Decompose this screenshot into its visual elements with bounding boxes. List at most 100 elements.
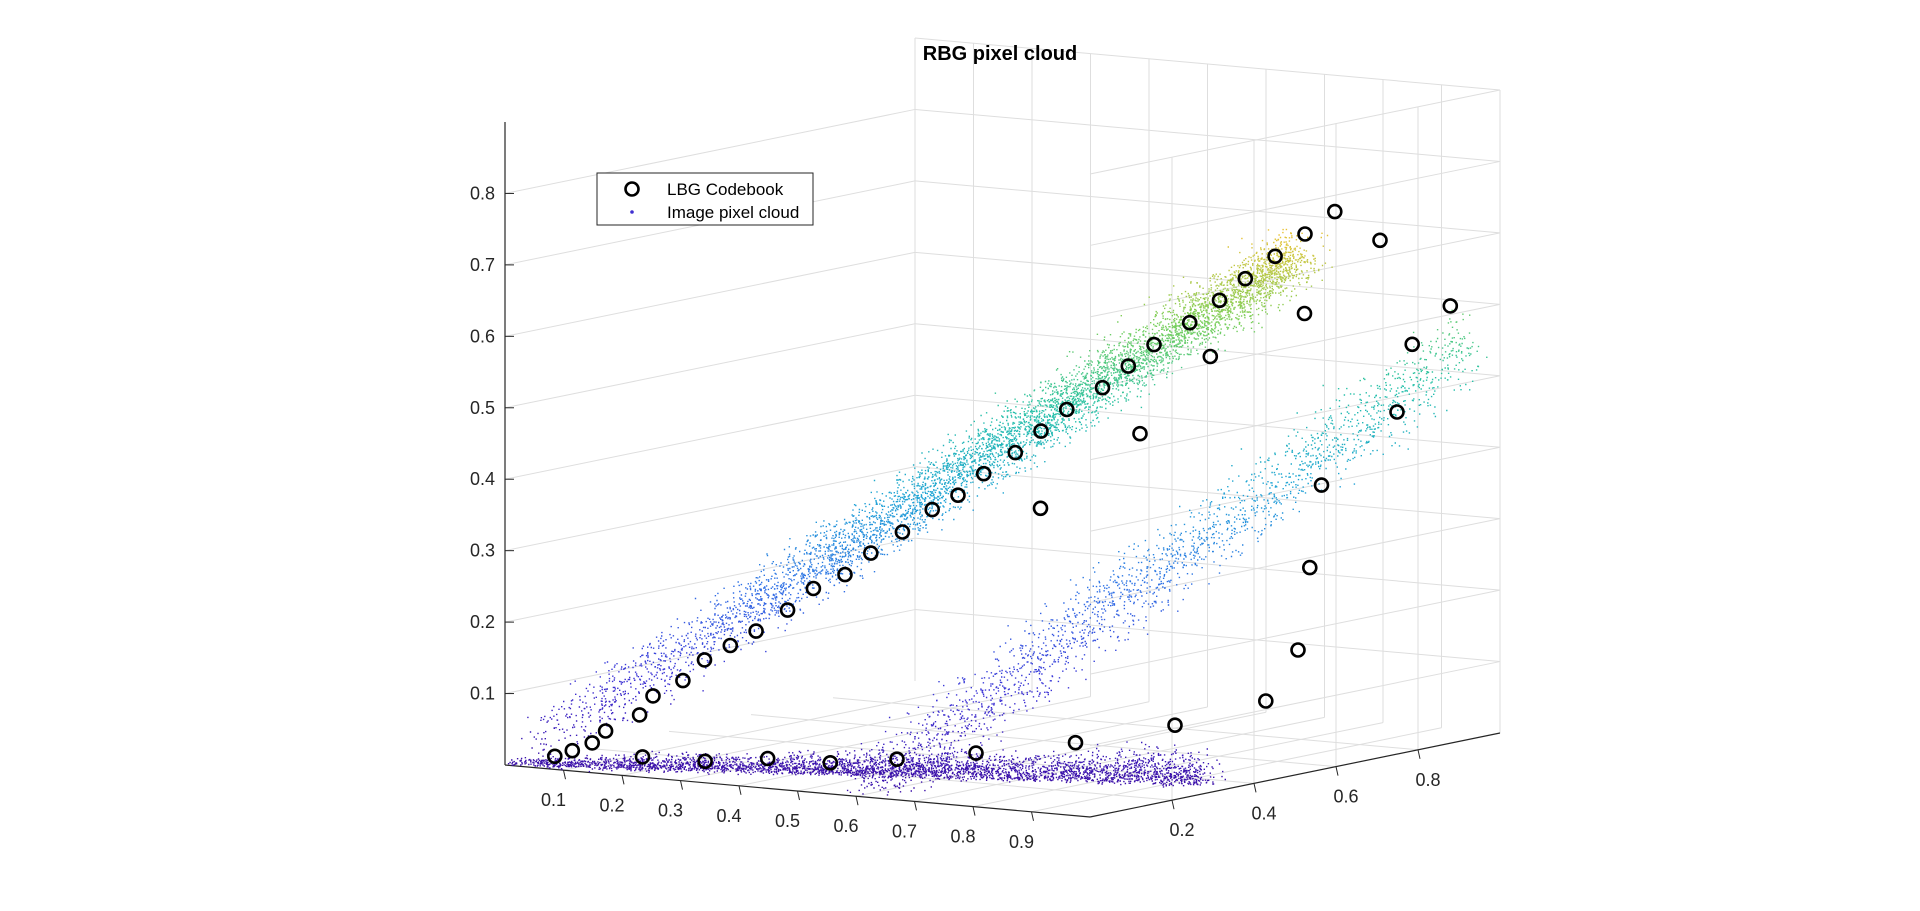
cloud-point-group bbox=[957, 436, 1375, 465]
cloud-point-group bbox=[683, 618, 1145, 635]
codebook-point bbox=[1167, 717, 1183, 734]
codebook-point bbox=[1181, 314, 1198, 331]
cloud-point-group bbox=[1015, 384, 1324, 414]
grid-line-z-leftwall bbox=[504, 108, 916, 194]
cloud-point-group bbox=[726, 602, 1152, 618]
cloud-point-group bbox=[1044, 347, 1470, 383]
cloud-point-group bbox=[685, 633, 1100, 656]
cloud-point-group bbox=[1168, 289, 1297, 303]
cloud-point-group bbox=[696, 610, 1140, 629]
cloud-point-group bbox=[789, 569, 1148, 577]
cloud-point-group bbox=[740, 582, 1210, 593]
codebook-point bbox=[748, 623, 764, 639]
cloud-point-group bbox=[1058, 355, 1436, 390]
cloud-point-group bbox=[1220, 281, 1308, 287]
codebook-point bbox=[975, 465, 992, 482]
cloud-point-group bbox=[626, 675, 1049, 699]
codebook-point bbox=[597, 723, 614, 739]
x-tick-label: 0.4 bbox=[716, 806, 741, 826]
x-tick-label: 0.6 bbox=[833, 816, 858, 836]
cloud-point-group bbox=[574, 673, 1031, 697]
cloud-point-group bbox=[1214, 270, 1297, 283]
cloud-point-group bbox=[509, 759, 1214, 795]
cloud-point-group bbox=[852, 494, 1297, 514]
cloud-point-group bbox=[1250, 254, 1304, 262]
cloud-point-group bbox=[822, 513, 1246, 528]
cloud-point-group bbox=[924, 437, 1370, 467]
codebook-point bbox=[1297, 226, 1313, 242]
grid-line-z-leftwall bbox=[504, 323, 916, 409]
grid-line-x-floor bbox=[855, 711, 1267, 797]
cloud-point-group bbox=[1310, 427, 1376, 436]
grid-line-z-sidewall bbox=[1089, 232, 1501, 318]
cloud-point-group bbox=[1179, 322, 1238, 333]
cloud-point-group bbox=[870, 473, 1309, 494]
cloud-point-group bbox=[701, 625, 1126, 643]
cloud-point-group bbox=[1109, 331, 1219, 342]
x-tick-label: 0.9 bbox=[1009, 832, 1034, 852]
codebook-point bbox=[1033, 423, 1049, 439]
cloud-point-group bbox=[893, 481, 1309, 498]
codebook-point bbox=[722, 637, 739, 654]
cloud-point-group bbox=[848, 507, 1272, 523]
grid-line-z-sidewall bbox=[1089, 589, 1501, 675]
grid-line-z-sidewall bbox=[1089, 160, 1501, 246]
cloud-point-group bbox=[914, 463, 960, 469]
cloud-point-group bbox=[965, 402, 1432, 438]
cloud-point-group bbox=[687, 624, 1083, 648]
cloud-point-group bbox=[1100, 321, 1452, 360]
grid-line-z-leftwall bbox=[504, 251, 916, 337]
cloud-point-group bbox=[1076, 377, 1442, 408]
cloud-point-group bbox=[1007, 379, 1449, 415]
cloud-point-group bbox=[945, 754, 1200, 761]
cloud-point-group bbox=[665, 631, 1073, 653]
cloud-point-group bbox=[771, 555, 1227, 569]
cloud-point-group bbox=[758, 576, 1181, 587]
cloud-point-group bbox=[845, 544, 849, 550]
z-tick-label: 0.2 bbox=[470, 612, 495, 632]
codebook-point bbox=[1258, 693, 1274, 709]
z-tick-label: 0.7 bbox=[470, 255, 495, 275]
cloud-point-group bbox=[1132, 309, 1453, 347]
y-tick-mark bbox=[1171, 800, 1175, 810]
y-tick-label: 0.8 bbox=[1415, 770, 1440, 790]
cloud-point-group bbox=[932, 445, 1409, 477]
cloud-point-group bbox=[738, 579, 1160, 594]
cloud-point-group bbox=[711, 619, 1135, 638]
codebook-point bbox=[1132, 425, 1148, 442]
cloud-point-group bbox=[788, 533, 1262, 550]
cloud-point-group bbox=[1279, 234, 1329, 239]
cloud-point-group bbox=[1260, 247, 1292, 254]
cloud-point-group bbox=[739, 588, 1151, 598]
cloud-point-group bbox=[586, 754, 1204, 786]
cloud-point-group bbox=[980, 385, 1419, 420]
cloud-point-group bbox=[611, 680, 1002, 705]
codebook-point bbox=[1290, 642, 1306, 658]
cloud-point-group bbox=[582, 706, 989, 739]
cloud-point-group bbox=[740, 594, 1163, 604]
cloud-point-group bbox=[807, 528, 1266, 546]
cloud-point-group bbox=[661, 629, 1129, 647]
cloud-point-group bbox=[1273, 241, 1281, 247]
codebook-point bbox=[1372, 232, 1388, 249]
codebook-point bbox=[645, 688, 661, 704]
cloud-point-group bbox=[1048, 353, 1472, 388]
cloud-point-group bbox=[1169, 290, 1293, 300]
cloud-point-group bbox=[1266, 242, 1288, 249]
cloud-point-group bbox=[671, 646, 1040, 665]
cloud-point-group bbox=[807, 535, 1200, 544]
grid-line-x-floor bbox=[563, 685, 974, 771]
cloud-point-group bbox=[1056, 372, 1429, 403]
cloud-point-group bbox=[1052, 359, 1444, 392]
cloud-point-group bbox=[977, 421, 1380, 446]
codebook-point bbox=[1059, 401, 1075, 418]
codebook-point bbox=[564, 742, 581, 759]
cloud-point-group bbox=[1261, 239, 1295, 251]
cloud-point-group bbox=[584, 691, 985, 720]
cloud-point-group bbox=[985, 378, 1467, 420]
cloud-point-group bbox=[763, 574, 1170, 586]
cloud-point-group bbox=[1277, 235, 1298, 243]
cloud-point-group bbox=[865, 483, 1320, 508]
codebook-point bbox=[1067, 734, 1084, 751]
cloud-point-group bbox=[642, 682, 989, 709]
